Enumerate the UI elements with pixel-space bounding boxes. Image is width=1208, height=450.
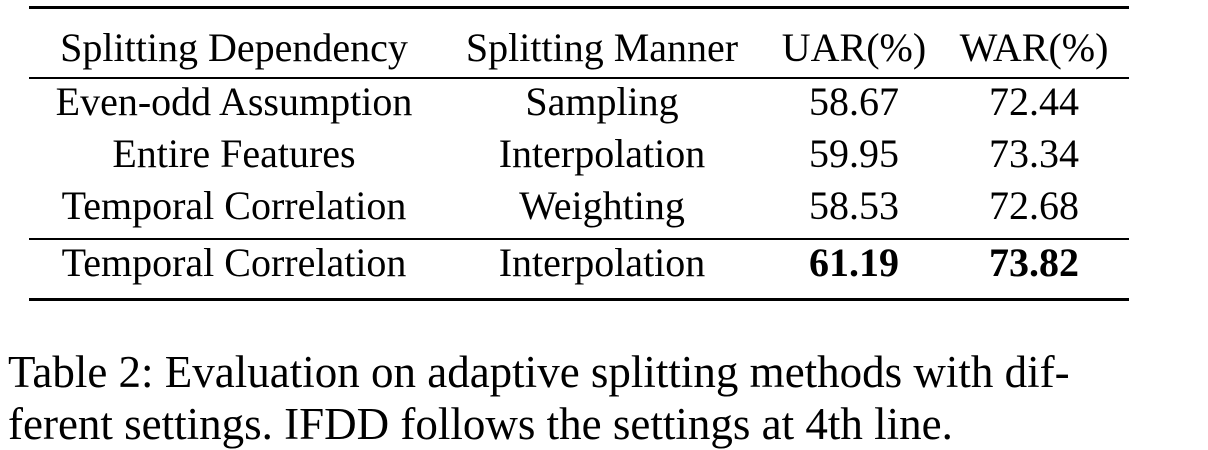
- header-splitting-dependency: Splitting Dependency: [60, 25, 408, 70]
- cell-splitting-manner: Interpolation: [498, 131, 706, 176]
- cell-war-best: 73.82: [989, 240, 1079, 285]
- cell-uar-best: 61.19: [809, 240, 899, 285]
- cell-splitting-manner: Interpolation: [498, 240, 706, 285]
- table-row: Entire Features Interpolation 59.95 73.3…: [29, 129, 1129, 179]
- cell-splitting-dependency: Temporal Correlation: [61, 240, 407, 285]
- cell-splitting-manner: Weighting: [519, 183, 685, 228]
- table-row: Even-odd Assumption Sampling 58.67 72.44: [29, 77, 1129, 127]
- table-header-rule: [29, 77, 1129, 79]
- header-war: WAR(%): [959, 25, 1109, 70]
- cell-splitting-dependency: Temporal Correlation: [61, 183, 407, 228]
- cell-uar: 59.95: [809, 131, 899, 176]
- table-row: Temporal Correlation Weighting 58.53 72.…: [29, 181, 1129, 231]
- header-splitting-manner: Splitting Manner: [465, 25, 739, 70]
- table-header-row: Splitting Dependency Splitting Manner UA…: [29, 23, 1129, 73]
- caption-line-2: ferent settings. IFDD follows the settin…: [8, 399, 953, 449]
- table-caption: Table 2: Evaluation on adaptive splittin…: [8, 346, 1198, 450]
- cell-war: 72.68: [989, 183, 1079, 228]
- cell-splitting-dependency: Even-odd Assumption: [55, 79, 413, 124]
- cell-war: 73.34: [989, 131, 1079, 176]
- cell-splitting-dependency: Entire Features: [112, 131, 356, 176]
- table-bottom-rule: [29, 298, 1129, 301]
- cell-uar: 58.67: [809, 79, 899, 124]
- table-row-best: Temporal Correlation Interpolation 61.19…: [29, 238, 1129, 288]
- table-top-rule: [29, 6, 1129, 9]
- cell-splitting-manner: Sampling: [525, 79, 679, 124]
- cell-war: 72.44: [989, 79, 1079, 124]
- cell-uar: 58.53: [809, 183, 899, 228]
- table-separator-rule: [29, 238, 1129, 240]
- caption-line-1: Table 2: Evaluation on adaptive splittin…: [8, 347, 1070, 397]
- header-uar: UAR(%): [781, 25, 927, 70]
